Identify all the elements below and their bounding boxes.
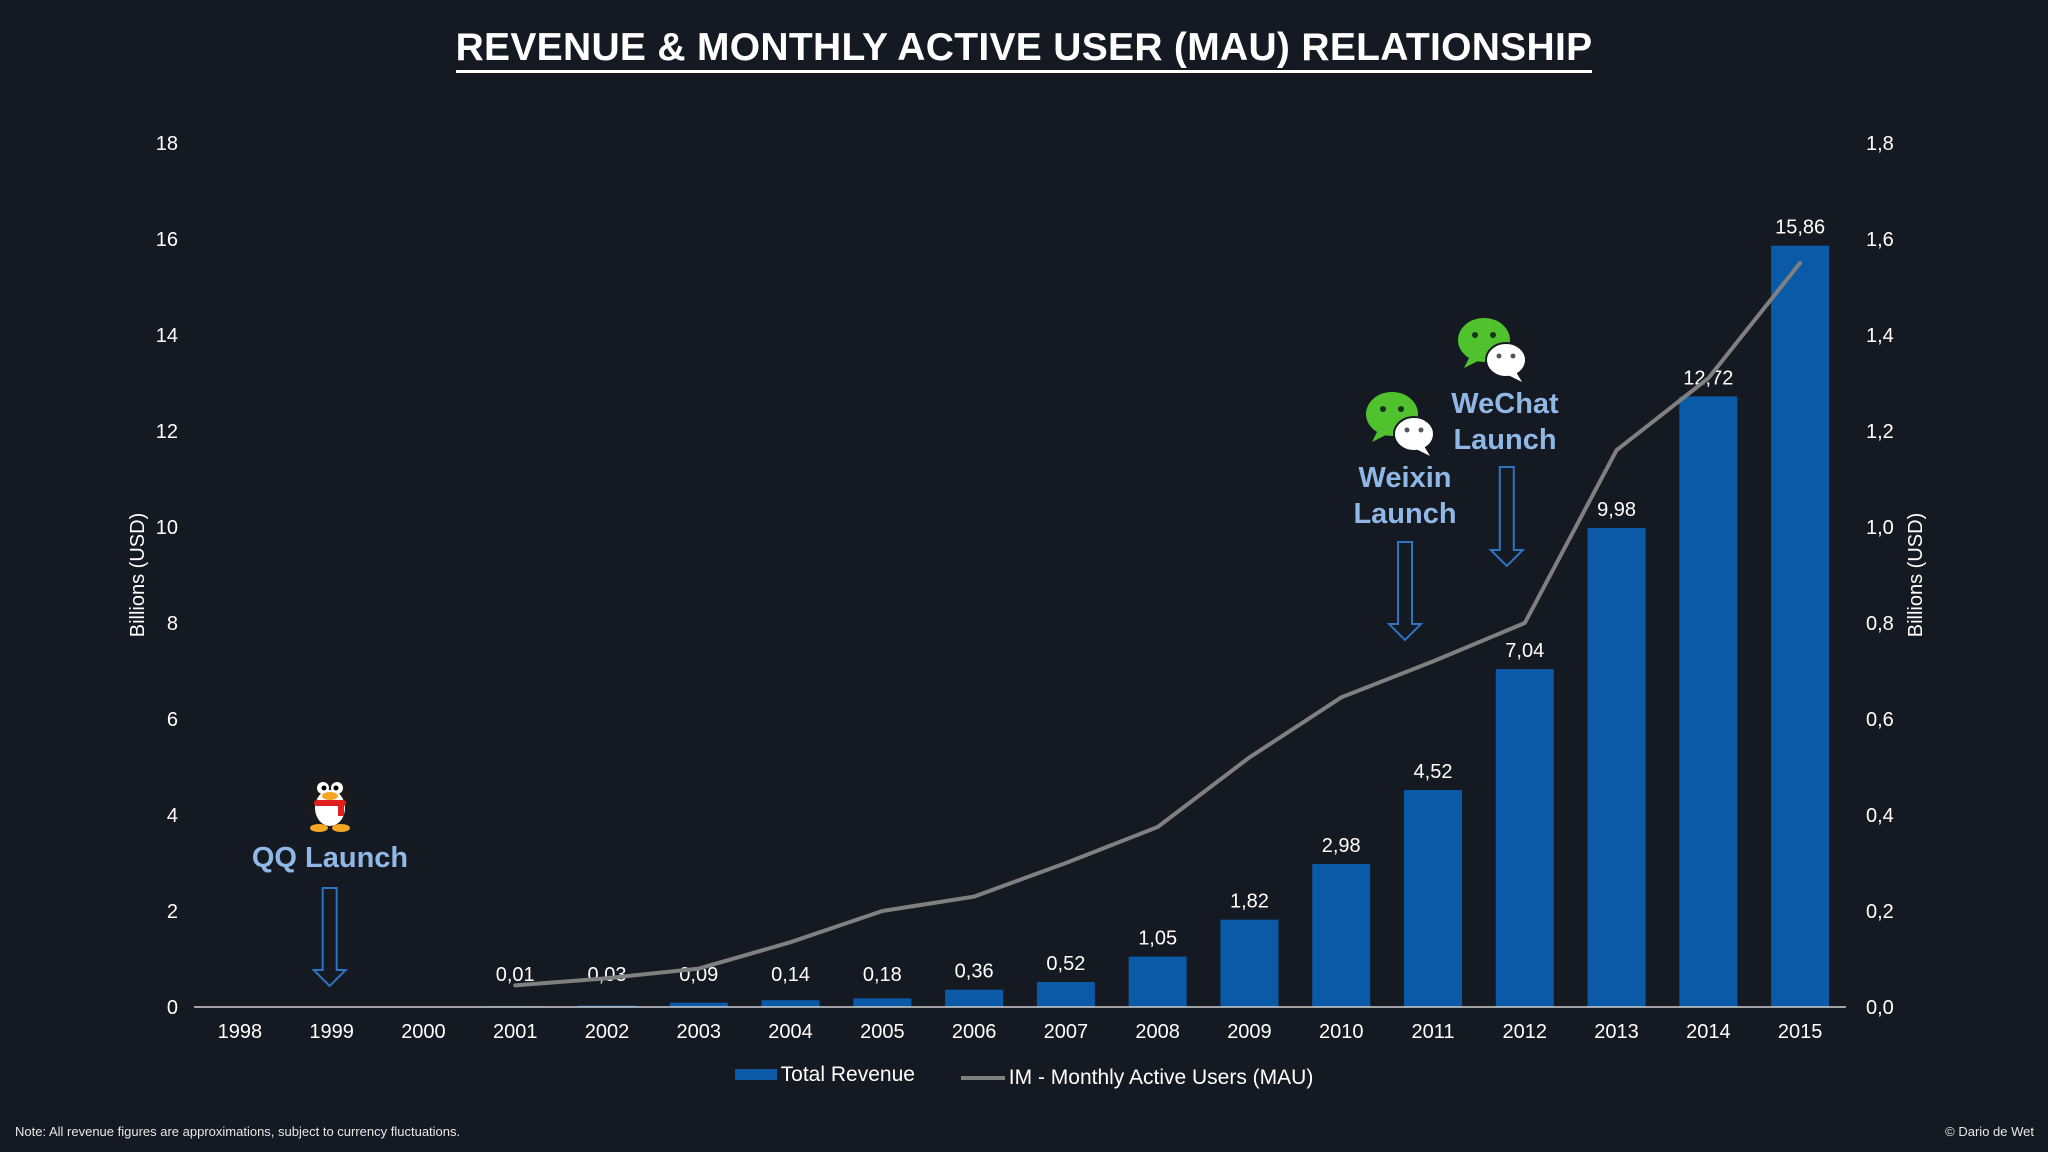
revenue-bar xyxy=(853,998,912,1007)
weixin-launch-line1: Weixin xyxy=(1358,462,1452,494)
y-right-tick-label: 0,2 xyxy=(1866,901,1894,923)
y-left-tick-label: 8 xyxy=(167,613,178,635)
weixin-launch-arrow xyxy=(1386,541,1424,642)
y-right-axis-label: Billions (USD) xyxy=(1905,513,1927,637)
revenue-bar xyxy=(761,1000,820,1007)
x-tick-label: 2009 xyxy=(1227,1021,1272,1043)
legend-label-mau: IM - Monthly Active Users (MAU) xyxy=(1008,1066,1314,1089)
revenue-bar xyxy=(1128,956,1187,1007)
revenue-data-label: 0,52 xyxy=(1046,953,1085,975)
x-tick-label: 2013 xyxy=(1594,1021,1639,1043)
revenue-data-label: 1,82 xyxy=(1230,891,1269,913)
legend-swatch-mau xyxy=(960,1076,1005,1080)
wechat-icon xyxy=(1458,318,1527,382)
x-tick-label: 1998 xyxy=(218,1021,263,1043)
qq-penguin-icon xyxy=(308,776,352,832)
y-left-tick-label: 2 xyxy=(167,901,178,923)
copyright: © Dario de Wet xyxy=(1945,1124,2034,1139)
y-right-tick-label: 1,0 xyxy=(1866,517,1894,539)
x-tick-label: 2003 xyxy=(677,1021,722,1043)
x-tick-label: 2011 xyxy=(1411,1021,1454,1043)
y-right-tick-label: 1,8 xyxy=(1866,133,1894,155)
x-tick-label: 2001 xyxy=(493,1021,538,1043)
y-right-tick-label: 1,2 xyxy=(1866,421,1894,443)
revenue-bar xyxy=(1404,790,1462,1007)
weixin-icon xyxy=(1366,392,1435,456)
x-tick-label: 2014 xyxy=(1686,1021,1731,1043)
wechat-launch-arrow xyxy=(1488,466,1526,568)
x-tick-label: 2012 xyxy=(1503,1021,1548,1043)
legend-entry-mau: IM - Monthly Active Users (MAU) xyxy=(960,1066,1314,1090)
mau-series-line xyxy=(513,261,1803,988)
revenue-data-label: 0,18 xyxy=(863,964,902,986)
y-left-tick-label: 16 xyxy=(156,229,178,251)
x-tick-label: 2007 xyxy=(1044,1021,1089,1043)
y-left-tick-label: 12 xyxy=(156,421,178,443)
wechat-launch-label: WeChat Launch xyxy=(1410,386,1600,458)
wechat-launch-line2: Launch xyxy=(1453,424,1557,456)
revenue-bar xyxy=(669,1002,728,1007)
revenue-bar xyxy=(1036,982,1095,1007)
revenue-bar xyxy=(1312,863,1371,1007)
footnote: Note: All revenue figures are approximat… xyxy=(15,1124,461,1139)
y-right-tick-label: 1,4 xyxy=(1866,325,1894,347)
legend-swatch-revenue xyxy=(734,1069,777,1080)
x-tick-label: 2000 xyxy=(401,1021,446,1043)
x-tick-label: 2002 xyxy=(585,1021,630,1043)
revenue-data-label: 9,98 xyxy=(1597,499,1636,521)
y-left-tick-label: 4 xyxy=(167,805,178,827)
revenue-bar xyxy=(1771,245,1830,1008)
qq-launch-arrow xyxy=(311,887,349,988)
revenue-data-label: 15,86 xyxy=(1775,217,1825,239)
y-right-tick-label: 0,6 xyxy=(1866,709,1894,731)
revenue-bar xyxy=(1495,669,1554,1007)
y-right-tick-label: 0,8 xyxy=(1866,613,1894,635)
chart-title: REVENUE & MONTHLY ACTIVE USER (MAU) RELA… xyxy=(0,26,2048,73)
revenue-data-label: 4,52 xyxy=(1414,761,1453,783)
y-left-tick-label: 0 xyxy=(167,997,178,1019)
x-tick-label: 2006 xyxy=(952,1021,997,1043)
revenue-data-label: 2,98 xyxy=(1322,835,1361,857)
x-tick-label: 2015 xyxy=(1778,1021,1823,1043)
chart-legend: Total Revenue IM - Monthly Active Users … xyxy=(0,1062,2048,1090)
revenue-bar xyxy=(1220,919,1279,1007)
revenue-data-label: 1,05 xyxy=(1138,928,1177,950)
revenue-bar xyxy=(1587,527,1646,1007)
y-left-tick-label: 14 xyxy=(156,325,178,347)
legend-entry-revenue: Total Revenue xyxy=(734,1062,915,1087)
revenue-bar xyxy=(945,989,1004,1007)
x-tick-label: 2008 xyxy=(1135,1021,1180,1043)
weixin-launch-line2: Launch xyxy=(1353,498,1457,530)
revenue-data-label: 7,04 xyxy=(1505,640,1544,662)
y-right-tick-label: 0,0 xyxy=(1866,997,1894,1019)
revenue-data-label: 0,14 xyxy=(771,964,810,986)
revenue-data-label: 0,01 xyxy=(496,964,535,986)
legend-label-revenue: Total Revenue xyxy=(780,1062,915,1086)
revenue-data-label: 0,36 xyxy=(955,961,994,983)
x-tick-label: 2005 xyxy=(860,1021,905,1043)
qq-launch-label: QQ Launch xyxy=(251,842,409,874)
x-tick-label: 1999 xyxy=(309,1021,354,1043)
y-right-tick-label: 1,6 xyxy=(1866,229,1894,251)
y-left-tick-label: 6 xyxy=(167,709,178,731)
y-right-tick-label: 0,4 xyxy=(1866,805,1894,827)
wechat-launch-line1: WeChat xyxy=(1451,388,1559,420)
y-left-tick-label: 18 xyxy=(156,133,178,155)
revenue-bar xyxy=(1679,396,1738,1007)
weixin-launch-label: Weixin Launch xyxy=(1310,460,1500,532)
x-tick-label: 2010 xyxy=(1319,1021,1364,1043)
x-tick-label: 2004 xyxy=(768,1021,813,1043)
y-left-tick-label: 10 xyxy=(156,517,178,539)
y-left-axis-label: Billions (USD) xyxy=(127,513,149,637)
